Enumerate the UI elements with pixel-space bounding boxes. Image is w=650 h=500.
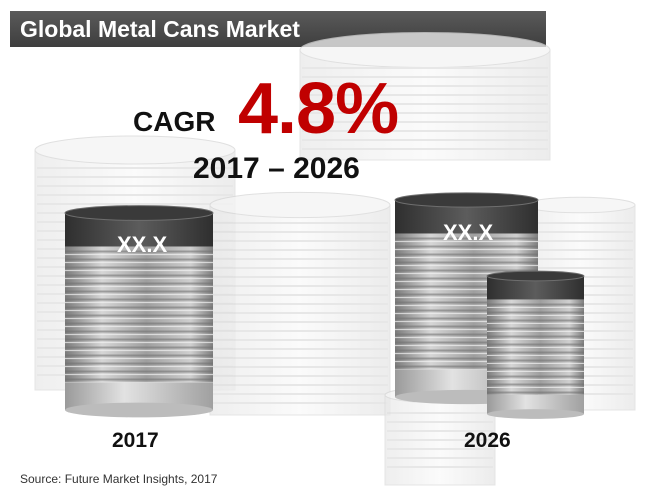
year-label-2017: 2017 xyxy=(112,429,159,452)
can-2026-small xyxy=(486,270,585,419)
value-label-2026: XX.X xyxy=(443,220,494,245)
background-can-3 xyxy=(209,191,391,416)
can-2017 xyxy=(64,205,214,418)
can-2026 xyxy=(394,192,539,405)
cagr-value: 4.8% xyxy=(238,69,399,149)
cagr-label: CAGR xyxy=(133,106,216,137)
year-label-2026: 2026 xyxy=(464,429,511,452)
forecast-period: 2017 – 2026 xyxy=(193,152,360,185)
value-label-2017: XX.X xyxy=(117,232,168,257)
chart-title: Global Metal Cans Market xyxy=(10,11,546,47)
source-note: Source: Future Market Insights, 2017 xyxy=(20,472,218,486)
background-can-1 xyxy=(299,32,551,161)
